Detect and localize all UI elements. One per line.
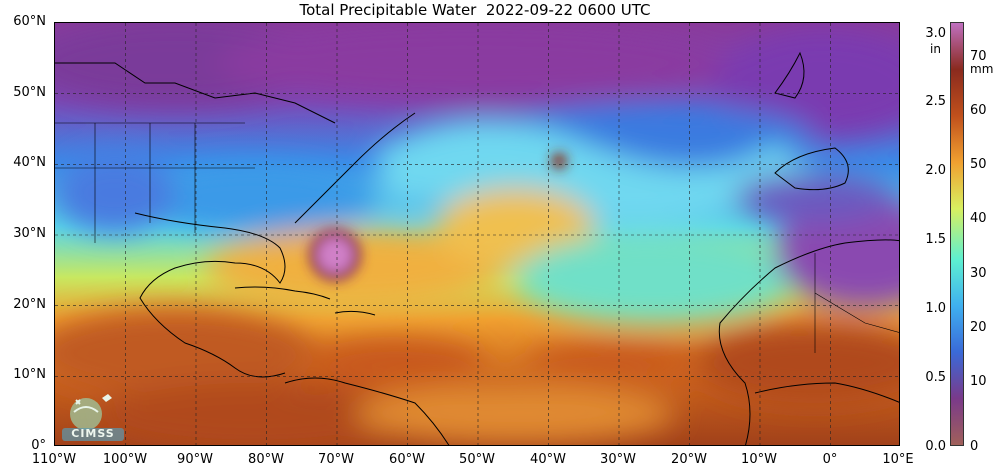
lat-label-0: 0°	[31, 438, 46, 453]
lon-label-90w: 90°W	[177, 452, 213, 467]
colorbar-mm-tick-0: 0	[970, 439, 979, 454]
lat-label-30n: 30°N	[13, 226, 46, 241]
colorbar-in-tick-1-5: 1.5	[925, 232, 946, 247]
satellite-globe-icon	[62, 394, 124, 441]
colorbar-mm-tick-40: 40	[970, 211, 987, 226]
lon-label-30w: 30°W	[600, 452, 636, 467]
tpw-map-svg	[55, 23, 899, 445]
colorbar-in-tick-2-0: 2.0	[925, 163, 946, 178]
colorbar-in-tick-3-0: 3.0	[925, 26, 946, 41]
lon-label-110w: 110°W	[31, 452, 77, 467]
lon-label-40w: 40°W	[530, 452, 566, 467]
lon-label-70w: 70°W	[318, 452, 354, 467]
lat-label-20n: 20°N	[13, 297, 46, 312]
colorbar-mm-tick-70: 70	[970, 49, 987, 64]
cimss-logo-text: CIMSS	[71, 427, 115, 440]
colorbar-in-unit: in	[930, 42, 941, 56]
colorbar-in-tick-0-5: 0.5	[925, 370, 946, 385]
lat-label-40n: 40°N	[13, 155, 46, 170]
colorbar-in-tick-0-0: 0.0	[925, 439, 946, 454]
chart-title: Total Precipitable Water 2022-09-22 0600…	[299, 1, 651, 19]
coastlines	[55, 51, 899, 445]
lon-label-0: 0°	[822, 452, 838, 467]
political-borders	[55, 122, 899, 353]
lon-label-50w: 50°W	[459, 452, 495, 467]
colorbar-mm-unit: mm	[970, 62, 994, 76]
lat-label-50n: 50°N	[13, 85, 46, 100]
lon-label-80w: 80°W	[248, 452, 284, 467]
colorbar-in-tick-2-5: 2.5	[925, 94, 946, 109]
lon-label-10e: 10°E	[882, 452, 914, 467]
tpw-map	[54, 22, 900, 446]
colorbar-mm-tick-50: 50	[970, 157, 987, 172]
cyclone-core	[309, 153, 567, 281]
colorbar-mm-tick-30: 30	[970, 266, 987, 281]
colorbar-mm-tick-10: 10	[970, 374, 987, 389]
lat-label-60n: 60°N	[13, 14, 46, 29]
lon-label-20w: 20°W	[671, 452, 707, 467]
moisture-fields	[55, 23, 899, 445]
colorbar-mm-tick-60: 60	[970, 103, 987, 118]
gridlines	[55, 23, 899, 445]
lat-label-10n: 10°N	[13, 367, 46, 382]
colorbar-in-tick-1-0: 1.0	[925, 301, 946, 316]
lon-label-60w: 60°W	[389, 452, 425, 467]
lon-label-100w: 100°W	[102, 452, 148, 467]
lon-label-10w: 10°W	[741, 452, 777, 467]
cimss-logo: CIMSS	[58, 392, 128, 442]
colorbar-mm-tick-20: 20	[970, 320, 987, 335]
colorbar	[950, 22, 964, 446]
